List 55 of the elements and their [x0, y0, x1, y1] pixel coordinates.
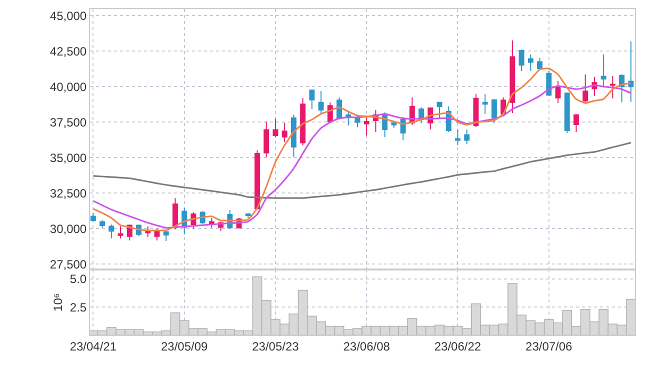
candlestick [491, 98, 497, 124]
candlestick [482, 94, 488, 114]
candlestick [518, 49, 524, 72]
line-series [92, 142, 632, 199]
x-tick-label: 23/05/23 [252, 340, 300, 354]
x-tick-label: 23/05/09 [160, 340, 208, 354]
candlestick [391, 120, 397, 129]
y-tick-label: 37,500 [50, 115, 87, 130]
y-tick-label: 2.5 [70, 300, 87, 314]
y-tick-label: 27,500 [50, 257, 87, 272]
x-tick-label: 23/04/21 [70, 340, 117, 354]
x-tick-label: 23/07/06 [526, 340, 573, 354]
y-tick-label: 5.0 [70, 272, 87, 286]
y-tick-label: 35,000 [50, 150, 87, 165]
candlestick [600, 54, 606, 88]
candlestick [610, 75, 616, 99]
candlestick [537, 57, 542, 70]
candlestick [245, 212, 251, 218]
candlestick [473, 94, 479, 128]
y-tick-label: 30,000 [50, 222, 87, 236]
y-tick-label: 45,000 [50, 8, 87, 23]
candlestick [582, 74, 588, 103]
candlestick [555, 80, 561, 104]
candlestick [455, 129, 460, 146]
candlestick [573, 113, 579, 133]
candlestick [254, 150, 260, 210]
candlestick [118, 226, 124, 239]
candlestick [108, 224, 114, 239]
x-tick-label: 23/06/22 [434, 340, 482, 354]
candlestick [318, 90, 324, 114]
candlestick [364, 116, 370, 136]
candlestick [546, 70, 552, 96]
y-axis-title: 10⁶ [51, 293, 66, 312]
candlestick [346, 110, 352, 126]
candlestick [464, 129, 470, 145]
candlestick [400, 116, 406, 141]
y-tick-label: 40,000 [50, 80, 87, 94]
candlestick [309, 90, 315, 110]
candlestick [436, 101, 442, 120]
candlestick [528, 54, 534, 72]
y-tick-label: 42,500 [50, 44, 87, 58]
candlestick [100, 220, 106, 228]
candlestick [290, 114, 296, 158]
candlestick [628, 40, 634, 102]
candlestick [564, 92, 570, 134]
candlestick [90, 212, 96, 222]
candlestick [172, 198, 178, 230]
candlestick [510, 40, 516, 114]
candlestick [282, 122, 288, 142]
y-tick-label: 32,500 [50, 186, 87, 200]
candlestick [300, 98, 306, 146]
candlestick [264, 121, 270, 158]
candlestick [163, 230, 169, 242]
candlestick [272, 118, 278, 138]
x-tick-label: 23/06/08 [343, 340, 390, 354]
